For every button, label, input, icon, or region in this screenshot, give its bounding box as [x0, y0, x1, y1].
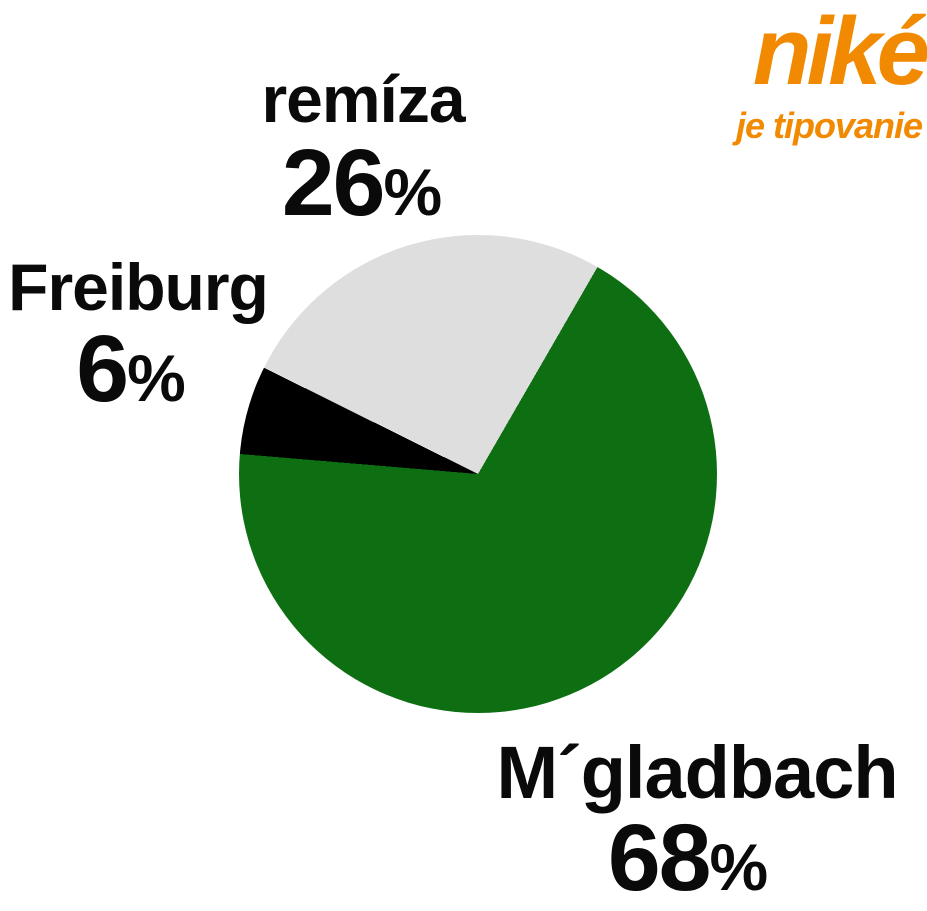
slice-value-mgladbach: 68%	[608, 811, 768, 906]
slice-value-mgladbach-number: 68	[607, 805, 712, 911]
percent-sign: %	[127, 341, 186, 415]
slice-value-remiza-number: 26	[281, 130, 386, 236]
percent-sign: %	[709, 830, 769, 904]
slice-label-mgladbach: M´gladbach	[496, 731, 898, 814]
slice-value-remiza: 26%	[282, 136, 442, 231]
brand-logo: niké	[752, 0, 927, 105]
nike-logo: niké je tipovanie	[735, 0, 927, 146]
slice-label-remiza: remíza	[261, 62, 465, 136]
slice-value-freiburg: 6%	[76, 322, 186, 417]
slice-label-freiburg: Freiburg	[8, 250, 269, 324]
brand-tagline: je tipovanie	[735, 105, 923, 146]
slice-value-freiburg-number: 6	[76, 316, 129, 422]
pie-chart	[239, 235, 717, 713]
percent-sign: %	[383, 155, 443, 229]
